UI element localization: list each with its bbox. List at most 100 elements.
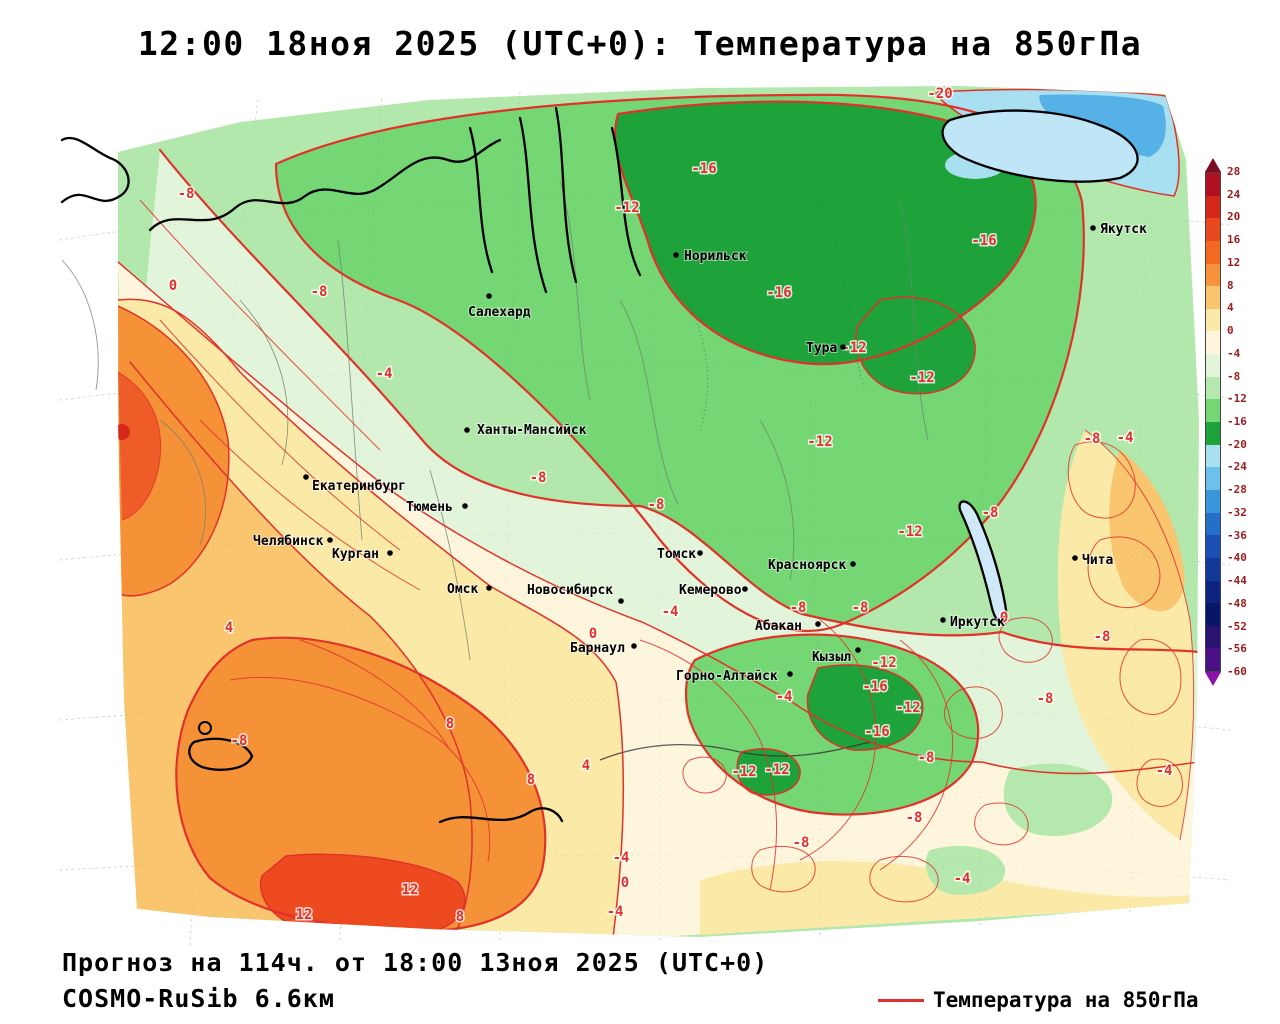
city-label: Абакан: [755, 619, 802, 634]
forecast-info-text: Прогноз на 114ч. от 18:00 13ноя 2025 (UT…: [62, 948, 769, 977]
city-label: Новосибирск: [527, 583, 613, 598]
colorbar-arrow-down-icon: [1205, 672, 1221, 686]
admin-borders-layer: [61, 179, 929, 761]
colorbar-segment: [1206, 422, 1220, 445]
contour-label: -8: [918, 750, 935, 766]
colorbar-segment: [1206, 195, 1220, 219]
city-label: Якутск: [1100, 222, 1147, 237]
contour-label: -16: [691, 161, 716, 177]
colorbar-tick: 28: [1227, 165, 1241, 178]
contour-label: 8: [446, 716, 454, 732]
city-dot: [815, 621, 821, 627]
colorbar-segment: [1206, 603, 1220, 626]
contour-label: -8: [231, 733, 248, 749]
colorbar-tick: -56: [1227, 642, 1247, 656]
colorbar-tick: -40: [1227, 551, 1247, 565]
colorbar-tick: 4: [1227, 301, 1234, 315]
colorbar-segment: [1206, 308, 1220, 332]
contour-label: -16: [862, 679, 887, 695]
contour-label: -4: [1117, 430, 1134, 446]
contour-label: 8: [527, 772, 535, 788]
colorbar-segment: [1206, 376, 1220, 400]
contour-label: -4: [613, 850, 630, 866]
contour-label: -4: [776, 689, 793, 705]
colorbar-segment: [1206, 331, 1220, 355]
colorbar-segment: [1206, 489, 1220, 513]
contour-label: -8: [793, 835, 810, 851]
city-label: Горно-Алтайск: [676, 669, 778, 684]
city-label: Тюмень: [406, 500, 453, 515]
contour-label: -4: [662, 604, 679, 620]
contour-label: -4: [1156, 763, 1173, 779]
contour-label: -16: [766, 285, 791, 301]
contour-label: -8: [790, 600, 807, 616]
city-label: Екатеринбург: [312, 479, 406, 494]
contour-label: -16: [971, 233, 996, 249]
city-dot: [464, 427, 470, 433]
colorbar-scale: [1205, 172, 1221, 672]
city-dot: [742, 586, 748, 592]
city-label: Иркутск: [950, 615, 1005, 630]
colorbar-tick: -44: [1227, 574, 1247, 588]
contour-label: -8: [178, 186, 195, 202]
city-label: Норильск: [684, 249, 747, 264]
model-name-text: COSMO-RuSib 6.6км: [62, 984, 335, 1013]
colorbar-tick: 0: [1227, 324, 1234, 338]
colorbar-segment: [1206, 557, 1220, 581]
contour-label: 4: [582, 758, 590, 774]
colorbar-tick: -32: [1227, 505, 1247, 519]
contour-label: 12: [296, 907, 313, 923]
city-label: Тура: [806, 341, 837, 356]
city-dot: [303, 474, 309, 480]
colorbar-tick: -24: [1227, 460, 1247, 474]
contour-label: -8: [906, 810, 923, 826]
contour-label: -12: [764, 762, 789, 778]
city-label: Чита: [1082, 553, 1113, 568]
city-label: Курган: [332, 547, 379, 562]
page-title: 12:00 18ноя 2025 (UTC+0): Температура на…: [137, 24, 1143, 63]
city-label: Кемерово: [679, 583, 742, 598]
city-label: Салехард: [468, 305, 531, 320]
colorbar-tick: 16: [1227, 233, 1241, 247]
city-label: Красноярск: [768, 558, 846, 573]
contour-label: -20: [927, 86, 952, 102]
city-label: Ханты-Мансийск: [477, 423, 587, 438]
colorbar-ticks: 28 24 20 16 12 8 4 0 -4 -8 -12 -16 -20 -24 -28 -32 -36 -4…: [1205, 158, 1255, 688]
city-dot: [673, 252, 679, 258]
colorbar-tick: 20: [1227, 210, 1241, 224]
contour-label: 4: [225, 620, 233, 636]
map-legend: Температура на 850гПа: [878, 988, 1199, 1012]
contour-label: -8: [530, 470, 547, 486]
city-dot: [462, 503, 468, 509]
contour-label: -12: [871, 655, 896, 671]
contour-label: -8: [1084, 431, 1101, 447]
contour-label: 0: [621, 875, 629, 891]
colorbar-tick: -28: [1227, 483, 1247, 497]
city-dot: [387, 550, 393, 556]
colorbar-segment: [1206, 263, 1220, 287]
contour-label: -8: [982, 505, 999, 521]
contour-label: 12: [402, 882, 419, 898]
city-dot: [1072, 555, 1078, 561]
contour-label: -16: [864, 724, 889, 740]
city-dot: [618, 598, 624, 604]
colorbar-segment: [1206, 467, 1220, 490]
colorbar-segment: [1206, 648, 1220, 672]
city-dot: [486, 293, 492, 299]
city-label: Челябинск: [253, 534, 324, 549]
colorbar-segment: [1206, 354, 1220, 377]
colorbar-tick: 24: [1227, 187, 1241, 201]
contour-label: 8: [456, 909, 464, 925]
colorbar-tick: -48: [1227, 596, 1247, 610]
city-dot: [327, 537, 333, 543]
contour-label: -8: [311, 284, 328, 300]
colorbar-segment: [1206, 625, 1220, 649]
contour-label: 0: [169, 278, 177, 294]
colorbar-tick: -12: [1227, 392, 1247, 406]
colorbar-tick: -20: [1227, 437, 1247, 451]
contour-label: -8: [648, 497, 665, 513]
city-dot: [1090, 225, 1096, 231]
city-label: Томск: [657, 547, 696, 562]
